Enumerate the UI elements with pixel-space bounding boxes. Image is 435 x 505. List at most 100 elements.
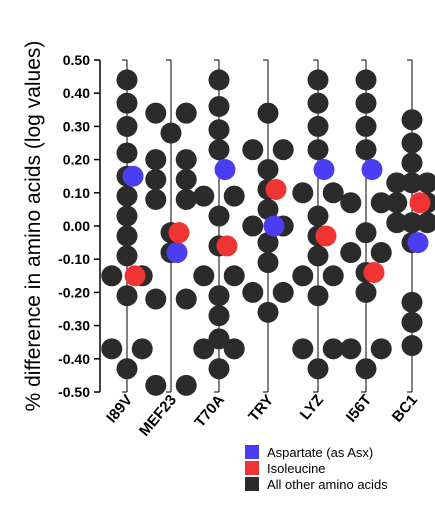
other-amino-acid-point <box>370 192 392 214</box>
other-amino-acid-point <box>386 192 408 214</box>
other-amino-acid-point <box>401 335 423 357</box>
other-amino-acid-point <box>145 149 167 171</box>
other-amino-acid-point <box>116 225 138 247</box>
aspartate-point <box>407 232 429 254</box>
other-amino-acid-point <box>193 265 215 287</box>
other-amino-acid-point <box>307 205 329 227</box>
other-amino-acid-point <box>116 115 138 137</box>
other-amino-acid-point <box>292 265 314 287</box>
other-amino-acid-point <box>307 245 329 267</box>
other-amino-acid-point <box>257 198 279 220</box>
other-amino-acid-point <box>193 338 215 360</box>
other-amino-acid-point <box>116 285 138 307</box>
other-amino-acid-point <box>416 172 435 194</box>
other-amino-acid-point <box>340 192 362 214</box>
other-amino-acid-point <box>175 188 197 210</box>
other-amino-acid-point <box>322 338 344 360</box>
other-amino-acid-point <box>145 102 167 124</box>
other-amino-acid-point <box>223 338 245 360</box>
isoleucine-point <box>409 192 431 214</box>
other-amino-acid-point <box>116 69 138 91</box>
other-amino-acid-point <box>175 149 197 171</box>
other-amino-acid-point <box>116 185 138 207</box>
legend-label: Isoleucine <box>267 461 326 476</box>
legend-label: Aspartate (as Asx) <box>267 445 373 460</box>
aspartate-point <box>263 215 285 237</box>
legend-swatch <box>245 477 259 491</box>
y-tick-label: -0.10 <box>58 251 90 267</box>
other-amino-acid-point <box>145 169 167 191</box>
aspartate-point <box>313 159 335 181</box>
other-amino-acid-point <box>292 338 314 360</box>
other-amino-acid-point <box>401 311 423 333</box>
isoleucine-point <box>168 222 190 244</box>
other-amino-acid-point <box>101 265 123 287</box>
other-amino-acid-point <box>193 185 215 207</box>
aspartate-point <box>361 159 383 181</box>
category-label: I56T <box>343 392 375 426</box>
other-amino-acid-point <box>386 172 408 194</box>
other-amino-acid-point <box>355 358 377 380</box>
other-amino-acid-point <box>272 281 294 303</box>
other-amino-acid-point <box>416 212 435 234</box>
other-amino-acid-point <box>175 102 197 124</box>
other-amino-acid-point <box>340 242 362 264</box>
other-amino-acid-point <box>355 139 377 161</box>
other-amino-acid-point <box>355 92 377 114</box>
category-label: I89V <box>103 392 136 427</box>
isoleucine-point <box>315 225 337 247</box>
category-label: MEF23 <box>136 392 180 440</box>
other-amino-acid-point <box>145 374 167 396</box>
isoleucine-point <box>265 178 287 200</box>
isoleucine-point <box>363 261 385 283</box>
legend-swatch <box>245 461 259 475</box>
other-amino-acid-point <box>175 169 197 191</box>
other-amino-acid-point <box>145 188 167 210</box>
other-amino-acid-point <box>257 232 279 254</box>
other-amino-acid-point <box>401 132 423 154</box>
marks-layer <box>101 69 435 396</box>
other-amino-acid-point <box>307 69 329 91</box>
other-amino-acid-point <box>355 222 377 244</box>
other-amino-acid-point <box>208 285 230 307</box>
y-axis-title: % difference in amino acids (log values) <box>22 41 45 412</box>
other-amino-acid-point <box>355 69 377 91</box>
y-tick-label: -0.20 <box>58 284 90 300</box>
other-amino-acid-point <box>401 291 423 313</box>
other-amino-acid-point <box>145 288 167 310</box>
isoleucine-point <box>216 235 238 257</box>
other-amino-acid-point <box>307 285 329 307</box>
other-amino-acid-point <box>370 338 392 360</box>
other-amino-acid-point <box>401 152 423 174</box>
other-amino-acid-point <box>208 205 230 227</box>
aspartate-point <box>214 159 236 181</box>
category-label: BC1 <box>389 392 421 426</box>
y-tick-label: 0.00 <box>63 218 90 234</box>
other-amino-acid-point <box>355 115 377 137</box>
other-amino-acid-point <box>175 374 197 396</box>
other-amino-acid-point <box>401 109 423 131</box>
other-amino-acid-point <box>307 358 329 380</box>
other-amino-acid-point <box>401 212 423 234</box>
y-tick-label: -0.30 <box>58 318 90 334</box>
y-tick-label: -0.50 <box>58 384 90 400</box>
other-amino-acid-point <box>116 358 138 380</box>
y-tick-label: -0.40 <box>58 351 90 367</box>
other-amino-acid-point <box>208 139 230 161</box>
other-amino-acid-point <box>272 139 294 161</box>
other-amino-acid-point <box>208 305 230 327</box>
other-amino-acid-point <box>307 139 329 161</box>
y-tick-label: 0.50 <box>63 52 90 68</box>
other-amino-acid-point <box>340 338 362 360</box>
y-tick-label: 0.40 <box>63 85 90 101</box>
other-amino-acid-point <box>116 205 138 227</box>
other-amino-acid-point <box>257 301 279 323</box>
other-amino-acid-point <box>116 92 138 114</box>
other-amino-acid-point <box>322 265 344 287</box>
other-amino-acid-point <box>257 102 279 124</box>
y-tick-label: 0.20 <box>63 152 90 168</box>
other-amino-acid-point <box>242 139 264 161</box>
other-amino-acid-point <box>370 242 392 264</box>
